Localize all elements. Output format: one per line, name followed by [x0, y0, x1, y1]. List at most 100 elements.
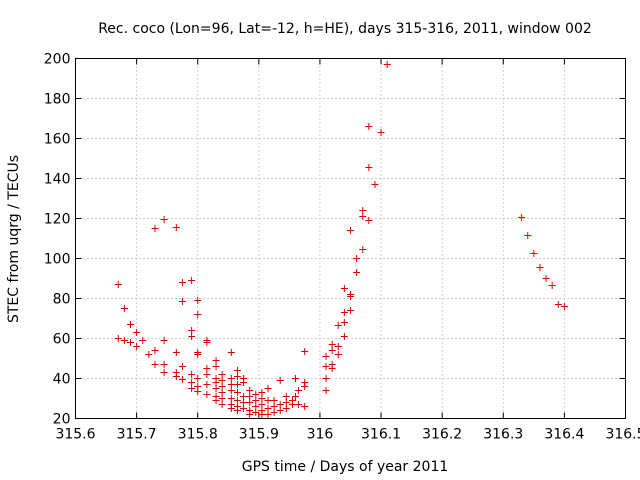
y-tick-label: 120	[44, 212, 71, 228]
data-point	[258, 401, 266, 408]
plot-frame	[75, 58, 626, 419]
data-point	[258, 395, 266, 402]
data-point	[227, 395, 235, 402]
data-point	[383, 61, 391, 68]
data-point	[127, 339, 134, 346]
data-point	[120, 337, 128, 344]
x-tick-label: 315.9	[239, 427, 279, 443]
data-point	[252, 397, 260, 404]
data-point	[194, 388, 202, 395]
data-point	[347, 307, 354, 314]
data-point	[227, 375, 235, 382]
data-point	[227, 381, 235, 388]
data-point	[295, 401, 303, 408]
data-point	[233, 381, 241, 388]
data-point	[172, 349, 180, 356]
data-point	[340, 319, 348, 326]
data-points	[114, 61, 568, 418]
data-point	[264, 405, 272, 412]
data-point	[365, 217, 373, 224]
data-point	[371, 181, 379, 188]
data-point	[542, 275, 550, 282]
data-point	[194, 351, 202, 358]
data-point	[194, 311, 202, 318]
data-point	[276, 401, 284, 408]
data-point	[295, 387, 303, 394]
data-point	[548, 282, 556, 289]
chart-title: Rec. coco (Lon=96, Lat=-12, h=HE), days …	[98, 21, 592, 37]
data-point	[194, 375, 202, 382]
grid	[75, 58, 626, 419]
data-point	[301, 383, 309, 390]
data-point	[359, 246, 367, 253]
data-point	[334, 322, 342, 329]
data-point	[233, 373, 241, 380]
x-tick-label: 316.2	[422, 427, 462, 443]
data-point	[203, 339, 211, 346]
y-tick-label: 180	[44, 92, 71, 108]
x-tick-label: 315.6	[55, 427, 95, 443]
data-point	[270, 397, 278, 404]
data-point	[301, 403, 309, 410]
data-point	[240, 393, 248, 400]
data-point	[340, 333, 348, 340]
x-tick-label: 316.5	[605, 427, 640, 443]
data-point	[240, 379, 248, 386]
data-point	[227, 349, 235, 356]
data-point	[188, 333, 196, 340]
data-point	[227, 405, 235, 412]
data-point	[530, 250, 538, 257]
data-point	[218, 389, 226, 396]
x-axis-label: GPS time / Days of year 2011	[242, 459, 449, 475]
x-tick-label: 316.1	[361, 427, 401, 443]
data-point	[282, 405, 290, 412]
data-point	[252, 403, 260, 410]
data-point	[334, 343, 342, 350]
data-point	[133, 329, 141, 336]
data-point	[264, 411, 272, 418]
data-point	[258, 389, 266, 396]
y-tick-label: 20	[53, 412, 71, 428]
data-point	[203, 365, 211, 372]
data-point	[218, 371, 226, 378]
data-point	[246, 387, 254, 394]
axis-ticks: 315.6 315.7 315.8 315.9 316 316.1 316.2 316.3 31…	[44, 52, 640, 443]
data-point	[240, 405, 248, 412]
data-point	[353, 269, 361, 276]
data-point	[160, 337, 168, 344]
y-tick-label: 200	[44, 52, 71, 68]
x-tick-label: 316.4	[544, 427, 584, 443]
data-point	[282, 393, 290, 400]
data-point	[264, 385, 272, 392]
data-point	[328, 341, 336, 348]
data-point	[188, 327, 196, 334]
data-point	[233, 397, 241, 404]
data-point	[203, 381, 211, 388]
data-point	[270, 409, 278, 416]
data-point	[160, 361, 168, 368]
data-point	[133, 343, 141, 350]
data-point	[353, 255, 361, 262]
data-point	[536, 264, 544, 271]
data-point	[328, 365, 336, 372]
data-point	[322, 353, 330, 360]
data-point	[365, 164, 373, 171]
data-point	[218, 383, 226, 390]
y-tick-label: 140	[44, 172, 71, 188]
y-axis-label: STEC from uqrg / TECUs	[6, 155, 22, 323]
data-point	[252, 409, 260, 416]
x-tick-label: 316	[307, 427, 334, 443]
data-point	[264, 397, 272, 404]
data-point	[292, 393, 299, 400]
data-point	[322, 387, 330, 394]
data-point	[524, 232, 532, 239]
data-point	[145, 351, 153, 358]
data-point	[554, 301, 562, 308]
data-point	[212, 379, 220, 386]
data-point	[194, 297, 202, 304]
data-point	[328, 347, 336, 354]
data-point	[227, 387, 235, 394]
data-point	[188, 385, 196, 392]
data-point	[178, 376, 186, 383]
